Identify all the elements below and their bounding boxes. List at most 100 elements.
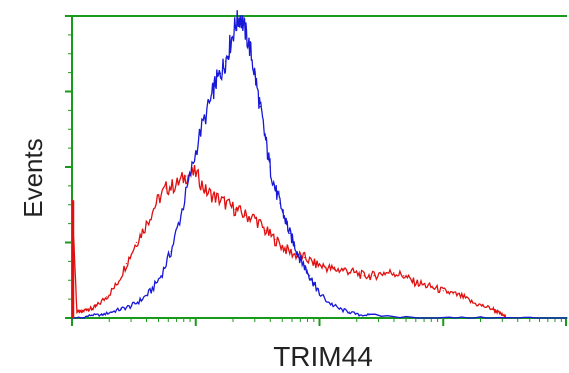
data-point [348,311,350,313]
data-point [279,202,281,204]
data-point [264,229,266,232]
data-point [91,308,93,310]
data-point [106,296,108,298]
data-point [155,202,157,204]
data-point [304,257,306,259]
data-point [284,247,286,250]
series-0 [71,165,509,319]
data-point [353,272,355,274]
data-point [210,99,212,102]
data-point [462,296,464,298]
data-point [313,284,316,286]
data-point [81,311,83,313]
data-point [269,166,271,168]
data-point [333,269,335,271]
axis-ticks [65,15,567,326]
data-point [299,257,301,259]
data-point [422,284,425,286]
data-point [76,311,78,313]
data-point [224,202,227,204]
data-point [244,214,246,216]
series-line [71,165,508,319]
data-point [135,241,137,244]
data-point [165,187,167,189]
data-point [338,308,340,310]
data-point [393,272,395,274]
data-point [101,314,103,316]
data-point [358,314,360,316]
data-point [254,75,256,77]
data-point [313,263,316,265]
data-point [81,317,83,319]
data-point [205,190,207,192]
data-point [91,314,93,316]
data-point [403,275,405,277]
data-point [497,311,499,313]
data-point [254,217,256,219]
data-point [219,72,222,74]
data-point [323,266,326,268]
x-axis-title: TRIM44 [273,341,373,372]
data-point [249,48,251,50]
data-point [289,232,291,235]
data-point [190,172,192,174]
data-point [417,317,420,319]
data-point [259,106,261,108]
data-point [492,308,494,310]
data-point [234,24,236,26]
data-point [244,30,246,32]
data-point [239,15,241,17]
series-1 [71,10,568,319]
data-point [452,293,454,295]
data-point [145,223,147,225]
data-point [502,314,504,316]
data-point [224,60,227,62]
data-point [412,281,415,283]
data-point [566,317,568,319]
series-layer [71,10,568,319]
data-point [467,317,469,319]
data-point [432,287,434,289]
data-point [115,284,118,286]
data-point [234,208,236,210]
data-point [170,250,172,253]
data-point [284,217,286,219]
data-point [368,314,370,316]
data-point [294,244,296,247]
data-point [125,263,128,265]
data-point [516,317,519,319]
series-line [71,10,567,319]
plot-frame [71,15,567,319]
data-point [318,293,321,295]
data-point [195,172,197,174]
data-point [86,308,88,310]
data-point [328,302,330,304]
data-point [120,308,123,310]
data-point [309,275,311,277]
data-point [130,305,132,307]
data-point [111,311,113,313]
data-point [229,42,231,44]
data-point [482,305,484,307]
data-point [373,275,375,277]
data-point [274,187,276,189]
data-point [180,214,182,216]
data-point [472,302,474,304]
data-point [214,81,217,84]
data-point [214,196,217,198]
data-point [264,136,266,138]
data-point [383,272,385,274]
data-point [363,275,365,277]
data-point [175,184,177,186]
data-point [96,305,98,307]
data-point [304,266,306,268]
data-point [185,175,187,177]
data-point [150,290,152,292]
data-point [274,238,276,241]
data-point [343,269,345,271]
data-point [160,275,162,277]
y-axis-title: Events [18,138,48,218]
data-point [200,130,202,132]
data-point [442,290,444,292]
